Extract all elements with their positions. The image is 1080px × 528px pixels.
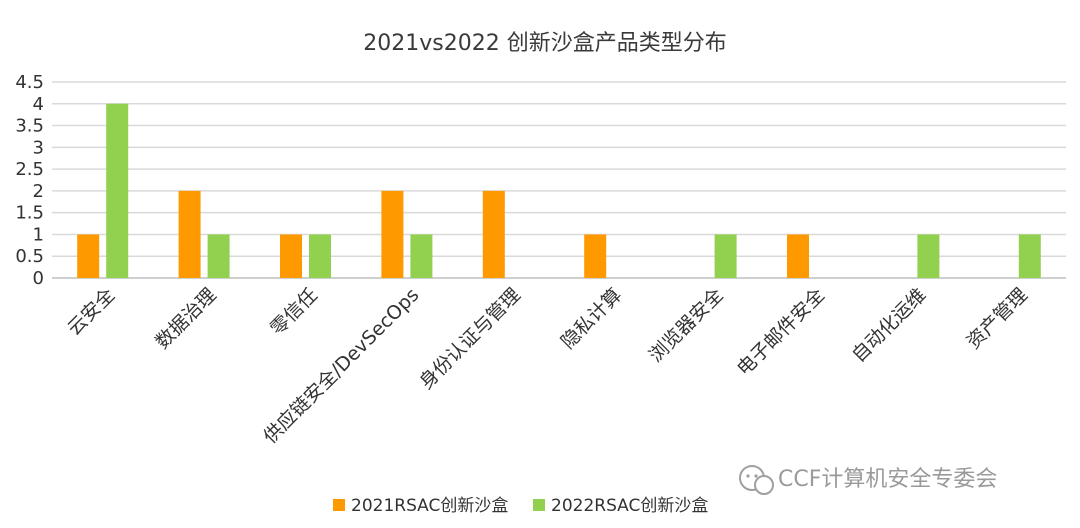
y-tick-label: 0 xyxy=(33,268,44,289)
bars xyxy=(77,103,1041,279)
x-tick-label: 资产管理 xyxy=(963,284,1032,353)
legend-label: 2021RSAC创新沙盒 xyxy=(351,496,508,516)
legend: 2021RSAC创新沙盒 2022RSAC创新沙盒 xyxy=(333,496,708,516)
bar xyxy=(77,234,100,278)
bar xyxy=(917,234,940,278)
y-tick-label: 1.5 xyxy=(15,203,44,224)
legend-label: 2022RSAC创新沙盒 xyxy=(551,496,708,516)
watermark-text: CCF计算机安全专委会 xyxy=(778,467,997,492)
chart-title: 2021vs2022 创新沙盒产品类型分布 xyxy=(363,31,726,56)
bar xyxy=(1018,234,1041,278)
watermark: CCF计算机安全专委会 xyxy=(739,465,997,495)
bar xyxy=(410,234,433,278)
y-tick-label: 3.5 xyxy=(15,116,44,137)
x-tick-label: 身份认证与管理 xyxy=(415,284,525,394)
wechat-icon xyxy=(739,465,774,495)
y-tick-label: 2 xyxy=(33,181,44,202)
x-tick-label: 浏览器安全 xyxy=(645,284,728,367)
bar xyxy=(584,234,607,278)
legend-swatch xyxy=(333,499,345,511)
y-tick-label: 0.5 xyxy=(15,246,44,267)
y-tick-label: 4 xyxy=(33,94,44,115)
y-tick-label: 2.5 xyxy=(15,159,44,180)
bar xyxy=(280,234,302,278)
x-tick-label: 零信任 xyxy=(266,284,322,340)
gridlines xyxy=(52,81,1066,279)
bar xyxy=(482,190,505,278)
x-tick-label: 自动化运维 xyxy=(848,284,931,367)
x-tick-label: 数据治理 xyxy=(151,284,220,353)
y-tick-label: 4.5 xyxy=(15,72,44,93)
x-tick-label: 电子邮件安全 xyxy=(733,284,829,380)
bar xyxy=(178,190,201,278)
bar xyxy=(309,234,331,278)
x-tick-label: 隐私计算 xyxy=(557,284,626,353)
legend-swatch xyxy=(533,499,545,511)
bar xyxy=(106,103,129,279)
x-tick-label: 云安全 xyxy=(63,284,119,340)
bar xyxy=(787,234,809,278)
y-tick-label: 3 xyxy=(33,137,44,158)
bar xyxy=(714,234,737,278)
bar xyxy=(207,234,230,278)
y-axis: 00.511.522.533.544.5 xyxy=(15,72,44,289)
bar xyxy=(381,190,404,278)
y-tick-label: 1 xyxy=(33,224,44,245)
